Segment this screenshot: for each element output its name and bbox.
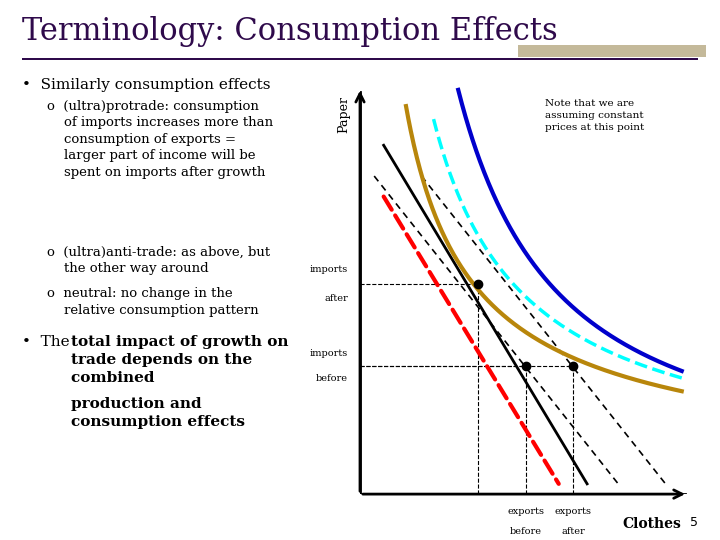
Text: production and
consumption effects: production and consumption effects (71, 397, 245, 429)
Text: total impact of growth on
trade depends on the
combined: total impact of growth on trade depends … (71, 335, 288, 384)
Text: Clothes: Clothes (622, 517, 681, 531)
Text: after: after (561, 528, 585, 536)
Text: Terminology: Consumption Effects: Terminology: Consumption Effects (22, 16, 557, 47)
Text: •  Similarly consumption effects: • Similarly consumption effects (22, 78, 270, 92)
Text: Paper: Paper (337, 96, 350, 133)
Text: 5: 5 (690, 516, 698, 529)
Text: after: after (325, 294, 348, 303)
Text: •  The: • The (22, 335, 74, 349)
Text: imports: imports (310, 349, 348, 358)
Text: o  (ultra)protrade: consumption
    of imports increases more than
    consumpti: o (ultra)protrade: consumption of import… (47, 100, 273, 179)
Text: o  (ultra)anti-trade: as above, but
    the other way around: o (ultra)anti-trade: as above, but the o… (47, 246, 270, 275)
Text: o  neutral: no change in the
    relative consumption pattern: o neutral: no change in the relative con… (47, 287, 258, 317)
Text: exports: exports (507, 507, 544, 516)
Text: imports: imports (310, 265, 348, 273)
Text: Note that we are
assuming constant
prices at this point: Note that we are assuming constant price… (544, 99, 644, 132)
Text: before: before (316, 374, 348, 382)
Text: before: before (510, 528, 541, 536)
Text: exports: exports (554, 507, 591, 516)
